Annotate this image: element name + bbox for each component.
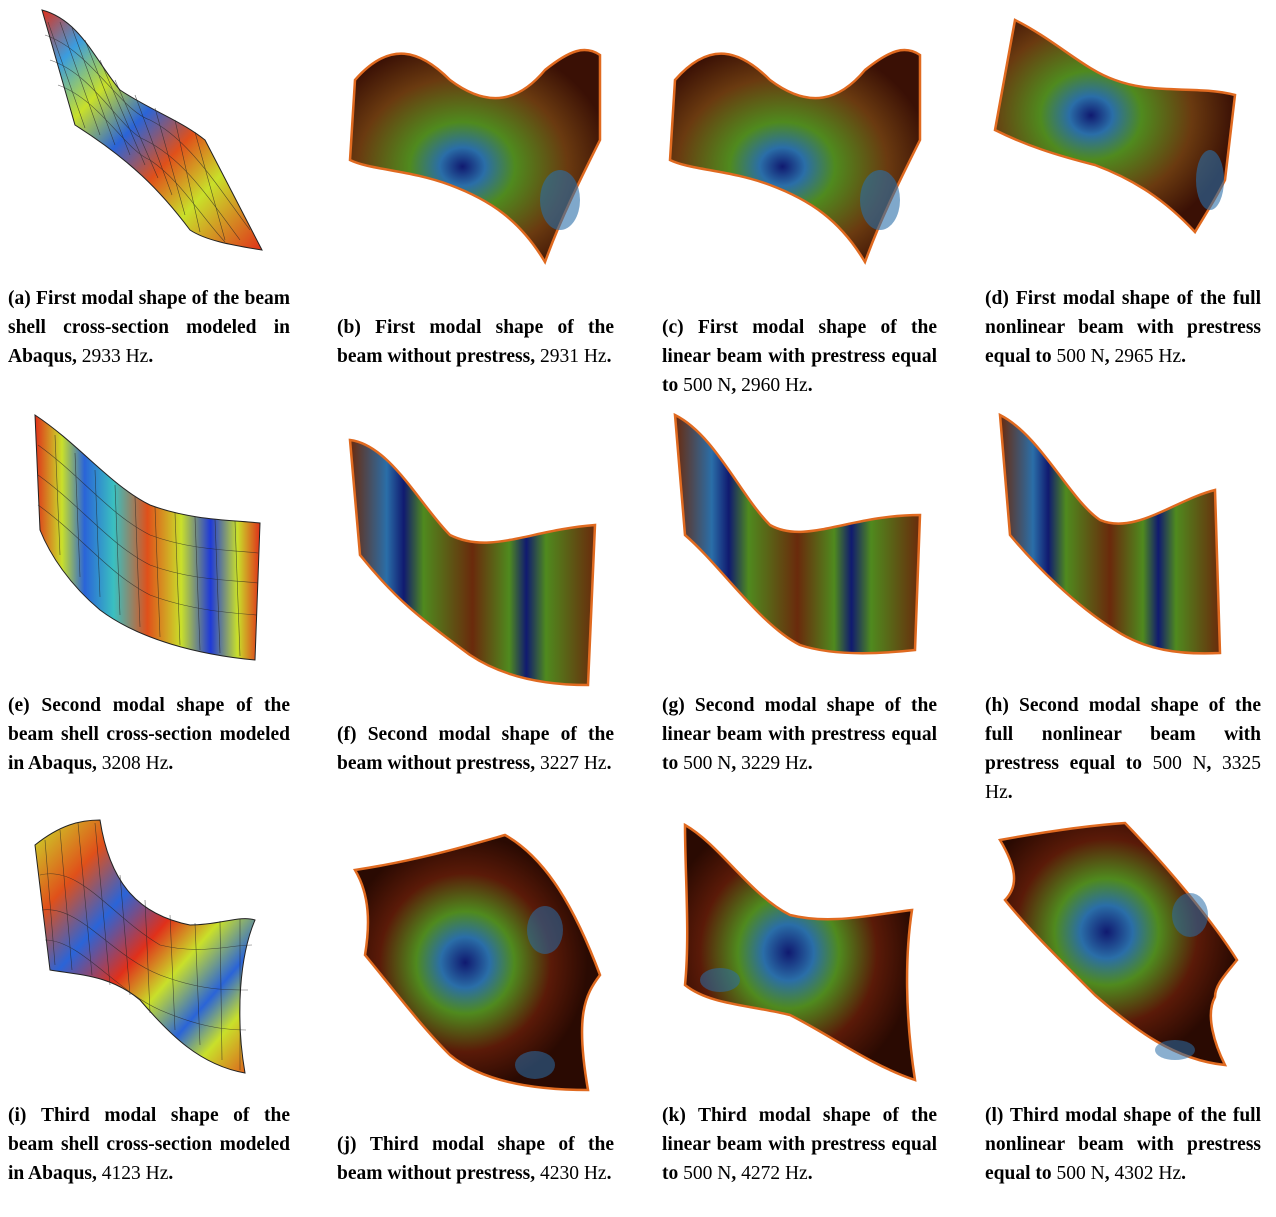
- figure-d: [975, 0, 1275, 290]
- caption-b: (b) First modal shape of the beam withou…: [337, 317, 614, 367]
- figure-i: [0, 815, 310, 1100]
- figure-g: [650, 405, 960, 705]
- caption-label: (i): [8, 1105, 27, 1126]
- modal-shape-plot-j: [352, 833, 602, 1092]
- caption-l: (l) Third modal shape of the full nonlin…: [985, 1105, 1261, 1184]
- caption-frequency: 4230 Hz: [539, 1163, 607, 1184]
- caption-title: First modal shape of the beam shell cros…: [8, 288, 290, 367]
- caption-f: (f) Second modal shape of the beam witho…: [337, 724, 614, 774]
- modal-shape-plot-h: [998, 412, 1222, 655]
- caption-g: (g) Second modal shape of the linear bea…: [662, 695, 938, 774]
- caption-i: (i) Third modal shape of the beam shell …: [8, 1105, 290, 1184]
- caption-frequency: 2933 Hz: [81, 346, 149, 367]
- caption-label: (e): [8, 695, 30, 716]
- caption-frequency: 2931 Hz: [539, 346, 607, 367]
- caption-h: (h) Second modal shape of the full nonli…: [985, 695, 1262, 803]
- caption-frequency: 4272 Hz: [741, 1163, 808, 1184]
- caption-force: 500 N: [683, 753, 732, 774]
- caption-title: Second modal shape of the beam without p…: [337, 724, 614, 774]
- caption-frequency: 4123 Hz: [101, 1163, 169, 1184]
- caption-label: (c): [662, 317, 684, 338]
- caption-k: (k) Third modal shape of the linear beam…: [662, 1105, 937, 1184]
- figure-c: [650, 0, 960, 290]
- caption-force: 500 N: [683, 375, 732, 396]
- modal-shape-plot-i: [34, 819, 256, 1074]
- caption-frequency: 3325 Hz: [985, 753, 1262, 803]
- modal-shape-plot-a: [41, 9, 263, 251]
- caption-frequency: 2965 Hz: [1114, 346, 1182, 367]
- caption-c: (c) First modal shape of the linear beam…: [662, 317, 938, 396]
- caption-force: 500 N: [1056, 1163, 1105, 1184]
- caption-title: Second modal shape of the full nonlinear…: [985, 695, 1261, 774]
- caption-label: (b): [337, 317, 361, 338]
- caption-title: Second modal shape of the linear beam wi…: [662, 695, 938, 774]
- caption-label: (d): [985, 288, 1009, 309]
- caption-frequency: 4302 Hz: [1114, 1163, 1182, 1184]
- figure-j: [330, 815, 640, 1100]
- caption-title: First modal shape of the linear beam wit…: [662, 317, 938, 396]
- caption-frequency: 3208 Hz: [101, 753, 169, 774]
- caption-label: (f): [337, 724, 357, 745]
- modal-shape-plot-b: [348, 48, 602, 265]
- caption-title: Second modal shape of the beam shell cro…: [8, 695, 290, 774]
- caption-d: (d) First modal shape of the full nonlin…: [985, 288, 1261, 367]
- figure-l: [975, 815, 1275, 1100]
- caption-title: Third modal shape of the full nonlinear …: [985, 1105, 1261, 1184]
- caption-force: 500 N: [1152, 753, 1207, 774]
- modal-shape-plot-e: [34, 414, 261, 661]
- figure-b: [330, 0, 640, 290]
- caption-title: First modal shape of the full nonlinear …: [985, 288, 1261, 367]
- figure-k: [650, 815, 960, 1100]
- caption-title: First modal shape of the beam without pr…: [337, 317, 614, 367]
- caption-frequency: 3229 Hz: [741, 753, 808, 774]
- figure-e: [0, 405, 310, 690]
- modal-shape-plot-f: [348, 438, 597, 687]
- figure-a: [0, 0, 310, 290]
- caption-e: (e) Second modal shape of the beam shell…: [8, 695, 290, 774]
- caption-label: (h): [985, 695, 1009, 716]
- caption-label: (l): [985, 1105, 1004, 1126]
- caption-force: 500 N: [683, 1163, 732, 1184]
- caption-label: (a): [8, 288, 31, 309]
- caption-label: (g): [662, 695, 685, 716]
- caption-frequency: 2960 Hz: [741, 375, 808, 396]
- modal-shape-plot-l: [997, 821, 1239, 1067]
- caption-label: (k): [662, 1105, 686, 1126]
- caption-force: 500 N: [1056, 346, 1105, 367]
- modal-shape-plot-k: [683, 822, 917, 1082]
- caption-j: (j) Third modal shape of the beam withou…: [337, 1134, 615, 1184]
- caption-title: Third modal shape of the beam without pr…: [337, 1134, 615, 1184]
- modal-shape-plot-c: [668, 48, 922, 265]
- figure-h: [975, 405, 1275, 705]
- figure-f: [330, 405, 640, 705]
- modal-shape-plot-d: [993, 18, 1237, 235]
- caption-a: (a) First modal shape of the beam shell …: [8, 288, 290, 367]
- caption-title: Third modal shape of the linear beam wit…: [662, 1105, 937, 1184]
- caption-label: (j): [337, 1134, 357, 1155]
- caption-title: Third modal shape of the beam shell cros…: [8, 1105, 290, 1184]
- modal-shape-plot-g: [673, 412, 922, 655]
- caption-frequency: 3227 Hz: [539, 753, 607, 774]
